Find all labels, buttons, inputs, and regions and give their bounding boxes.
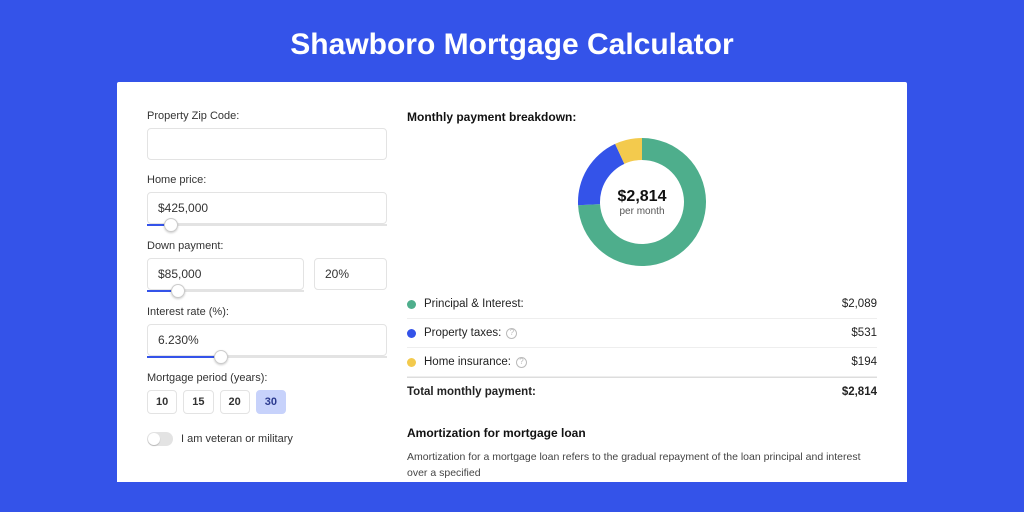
amortization-text: Amortization for a mortgage loan refers … xyxy=(407,450,877,482)
period-button-row: 1015 2030 xyxy=(147,390,387,414)
legend-row: Property taxes:?$531 xyxy=(407,319,877,348)
interest-rate-input[interactable] xyxy=(147,324,387,356)
down-payment-pct-input[interactable] xyxy=(314,258,387,290)
toggle-knob xyxy=(148,433,160,445)
donut-chart-wrap: $2,814 per month xyxy=(407,138,877,266)
legend-label: Home insurance:? xyxy=(424,356,851,368)
calculator-card: Property Zip Code: Home price: Down paym… xyxy=(117,82,907,482)
mortgage-period-label: Mortgage period (years): xyxy=(147,372,387,384)
donut-amount: $2,814 xyxy=(618,188,667,206)
amortization-heading: Amortization for mortgage loan xyxy=(407,426,877,440)
legend-total-row: Total monthly payment:$2,814 xyxy=(407,377,877,406)
donut-sub: per month xyxy=(619,206,664,217)
legend: Principal & Interest: $2,089 Property taxe… xyxy=(407,290,877,406)
legend-dot xyxy=(407,329,416,338)
veteran-row: I am veteran or military xyxy=(147,432,387,446)
period-button[interactable]: 30 xyxy=(256,390,286,414)
home-price-input[interactable] xyxy=(147,192,387,224)
legend-label-text: Principal & Interest: xyxy=(424,298,524,310)
veteran-label: I am veteran or military xyxy=(181,433,293,445)
down-payment-label: Down payment: xyxy=(147,240,387,252)
legend-total-label: Total monthly payment: xyxy=(407,386,842,398)
donut-center: $2,814 per month xyxy=(578,138,706,266)
legend-label: Property taxes:? xyxy=(424,327,851,339)
interest-rate-slider[interactable] xyxy=(147,356,387,358)
interest-rate-label: Interest rate (%): xyxy=(147,306,387,318)
donut-chart: $2,814 per month xyxy=(578,138,706,266)
legend-value: $194 xyxy=(851,356,877,368)
home-price-slider[interactable] xyxy=(147,224,387,226)
zip-label: Property Zip Code: xyxy=(147,110,387,122)
legend-value: $531 xyxy=(851,327,877,339)
legend-label-text: Property taxes: xyxy=(424,327,501,339)
legend-row: Home insurance:?$194 xyxy=(407,348,877,377)
slider-thumb[interactable] xyxy=(164,218,178,232)
info-icon[interactable]: ? xyxy=(516,357,527,368)
period-button[interactable]: 20 xyxy=(220,390,250,414)
legend-total-value: $2,814 xyxy=(842,386,877,398)
legend-value: $2,089 xyxy=(842,298,877,310)
down-payment-field: Down payment: xyxy=(147,240,387,292)
period-button[interactable]: 10 xyxy=(147,390,177,414)
form-panel: Property Zip Code: Home price: Down paym… xyxy=(147,110,387,482)
mortgage-period-field: Mortgage period (years): 1015 2030 xyxy=(147,372,387,414)
interest-rate-field: Interest rate (%): xyxy=(147,306,387,358)
legend-label-text: Home insurance: xyxy=(424,356,511,368)
legend-dot xyxy=(407,300,416,309)
breakdown-heading: Monthly payment breakdown: xyxy=(407,110,877,124)
info-icon[interactable]: ? xyxy=(506,328,517,339)
page-title: Shawboro Mortgage Calculator xyxy=(0,0,1024,82)
slider-thumb[interactable] xyxy=(214,350,228,364)
down-payment-input[interactable] xyxy=(147,258,304,290)
zip-input[interactable] xyxy=(147,128,387,160)
home-price-field: Home price: xyxy=(147,174,387,226)
zip-field: Property Zip Code: xyxy=(147,110,387,160)
legend-row: Principal & Interest: $2,089 xyxy=(407,290,877,319)
slider-fill xyxy=(147,356,221,358)
veteran-toggle[interactable] xyxy=(147,432,173,446)
breakdown-panel: Monthly payment breakdown: $2,814 per mo… xyxy=(407,110,877,482)
slider-thumb[interactable] xyxy=(171,284,185,298)
down-payment-slider[interactable] xyxy=(147,290,304,292)
home-price-label: Home price: xyxy=(147,174,387,186)
legend-label: Principal & Interest: xyxy=(424,298,842,310)
legend-dot xyxy=(407,358,416,367)
period-button[interactable]: 15 xyxy=(183,390,213,414)
